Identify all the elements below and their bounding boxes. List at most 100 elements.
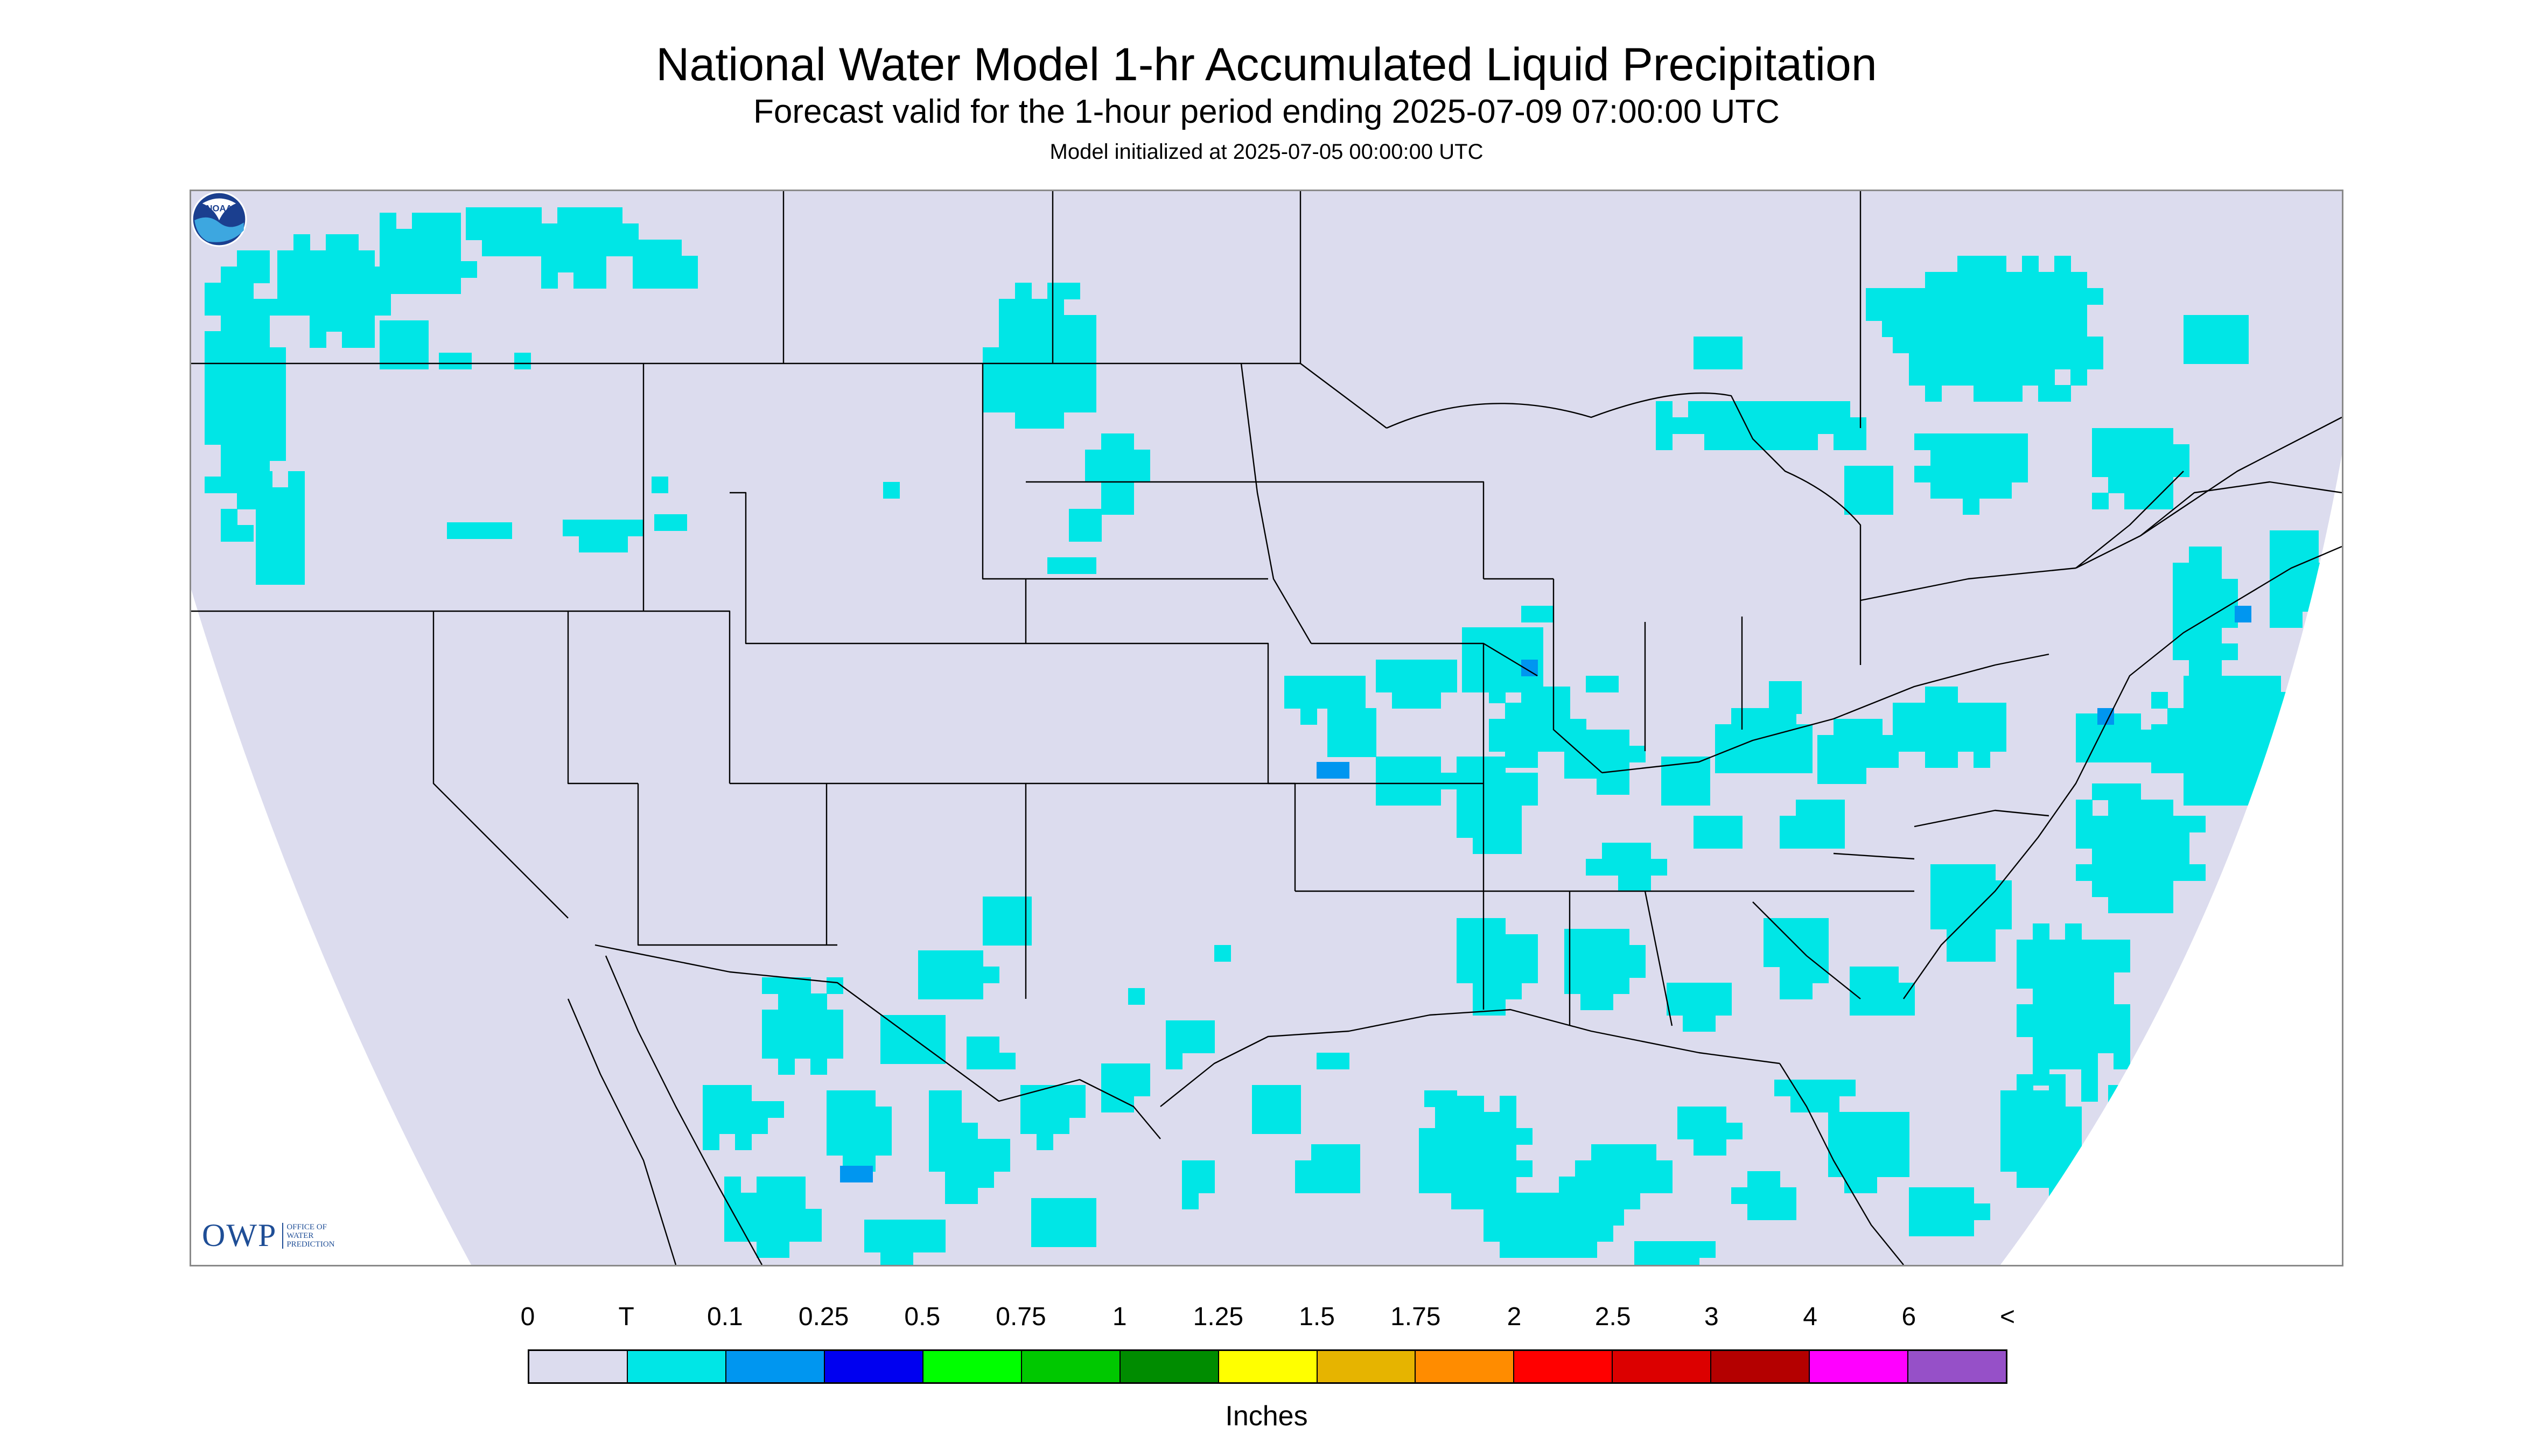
legend-swatch (1219, 1351, 1318, 1382)
precip-cell-group (1327, 708, 1376, 757)
boundary-line (1644, 891, 1673, 1026)
color-legend: 0 T 0.1 0.25 0.5 0.75 1 1.25 1.5 1.75 2 2.5 3 4 6 < (521, 1292, 2015, 1405)
precip-cell-group (880, 1015, 946, 1064)
boundary-line (1903, 545, 2342, 999)
owp-logo-subtext: OFFICE OF WATER PREDICTION (282, 1222, 335, 1249)
legend-swatch (1317, 1351, 1416, 1382)
precip-cell-group (1930, 864, 2012, 962)
precip-cell-group (1424, 1090, 1457, 1107)
boundary-line (1026, 642, 1269, 783)
precip-cell-group (1047, 557, 1096, 574)
precip-cell-group (1586, 676, 1619, 692)
legend-swatch (1810, 1351, 1909, 1382)
precip-cell-group (1419, 1096, 1533, 1209)
map-title: National Water Model 1-hr Accumulated Li… (656, 39, 1877, 90)
precip-cell-group (1295, 1144, 1360, 1193)
owp-sub-line: WATER (286, 1231, 314, 1240)
legend-tick-label: T (618, 1303, 634, 1331)
precip-cell-group (633, 240, 698, 289)
precip-cell-group (827, 1090, 892, 1172)
domain-edge-west (191, 590, 471, 1265)
precip-cell-group (654, 514, 687, 531)
legend-tick-label: 1 (1112, 1303, 1127, 1331)
boundary-line (1386, 392, 2076, 601)
legend-swatch (529, 1351, 628, 1382)
boundary-line (1240, 363, 1312, 644)
map-canvas (191, 191, 2342, 1265)
boundary-line (1300, 363, 1387, 429)
precip-cell-group (1101, 1063, 1150, 1112)
boundary-line (1779, 1063, 1904, 1265)
precip-cell-group (652, 477, 668, 493)
owp-logo: OWP OFFICE OF WATER PREDICTION (202, 1217, 335, 1254)
forecast-valid-subtitle: Forecast valid for the 1-hour period end… (753, 93, 1780, 130)
precip-cell-group (724, 1177, 822, 1258)
precip-cell-group (918, 950, 999, 999)
legend-tick-label: 4 (1803, 1303, 1817, 1331)
precip-cell-group (1586, 843, 1667, 892)
legend-swatch (1908, 1351, 2006, 1382)
boundary-line (432, 611, 569, 919)
precip-cell-group (447, 522, 512, 539)
noaa-logo: NOAA (191, 191, 247, 247)
precip-cell-group (1844, 466, 1893, 515)
precip-cell-group (1376, 757, 1457, 806)
precip-cell-group (1214, 945, 1231, 962)
precip-cell-group (1850, 967, 1915, 1016)
precip-cell-group (1667, 983, 1732, 1032)
precip-cell-group (1166, 1020, 1215, 1069)
precip-cell-group (1085, 433, 1150, 515)
precip-cell-group (1020, 1085, 1086, 1150)
precip-cell-group (703, 1085, 784, 1150)
boundary-lines (191, 191, 2342, 1265)
precip-cell-group (2076, 783, 2206, 913)
precip-cell-group (1317, 762, 1349, 779)
precip-cell-group (1893, 256, 2103, 402)
precip-cell-group (983, 283, 1096, 429)
legend-tick-label: < (1999, 1303, 2016, 1331)
boundary-line (191, 610, 638, 785)
legend-swatch (1021, 1351, 1121, 1382)
precipitation-map[interactable]: OWP OFFICE OF WATER PREDICTION NOAA (190, 190, 2343, 1266)
precip-cell-group (1774, 1080, 1856, 1112)
legend-tick-label: 0.5 (904, 1303, 941, 1331)
precip-cell-group (1376, 660, 1457, 709)
precip-cell-group (1694, 816, 1743, 849)
precip-cell-group (1489, 687, 1586, 768)
precip-cell-group (883, 482, 900, 499)
precip-cell-group (967, 1037, 1016, 1069)
precip-cell-group (1457, 757, 1538, 854)
precip-cell-group (1769, 681, 1802, 714)
boundary-line (2075, 481, 2342, 569)
legend-swatch (1711, 1351, 1810, 1382)
precip-cell-group (514, 353, 531, 369)
legend-color-bar (528, 1349, 2007, 1384)
precip-cell-group (1521, 606, 1554, 622)
owp-sub-line: OFFICE OF (286, 1222, 327, 1231)
precip-cell-group (1694, 337, 1743, 369)
precip-cell-group (277, 234, 407, 348)
boundary-line (1833, 852, 1915, 860)
precip-cell-group (380, 213, 477, 294)
boundary-line (568, 610, 731, 783)
boundary-line (2140, 416, 2342, 536)
precip-cell-group (1731, 1171, 1796, 1220)
precip-cell-group (2000, 1074, 2082, 1204)
legend-tick-label: 2 (1507, 1303, 1522, 1331)
precip-areas (191, 207, 2342, 1265)
precip-cell-group (1069, 509, 1102, 542)
legend-tick-label: 0 (520, 1303, 535, 1331)
precip-cell-group (1661, 757, 1710, 806)
precip-cell-group (2097, 708, 2114, 725)
legend-tick-label: 0.75 (996, 1303, 1046, 1331)
domain-edge-east (2000, 455, 2342, 1265)
precip-cell-group (2017, 923, 2130, 1102)
boundary-line (982, 363, 1027, 643)
precip-cell-group (1457, 918, 1538, 1016)
legend-swatch (1613, 1351, 1712, 1382)
precip-cell-group (466, 207, 547, 256)
precip-cell-group (439, 353, 472, 369)
precip-cell-group (1634, 1241, 1716, 1265)
precip-cell-group (1893, 687, 2006, 768)
boundary-line (1279, 481, 1485, 579)
